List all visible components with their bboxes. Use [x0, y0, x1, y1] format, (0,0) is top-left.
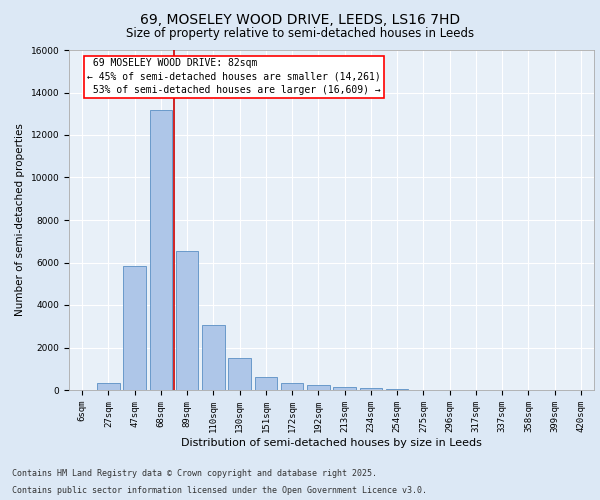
Text: Contains public sector information licensed under the Open Government Licence v3: Contains public sector information licen… — [12, 486, 427, 495]
Bar — [360, 388, 382, 390]
Bar — [255, 377, 277, 390]
Bar — [281, 383, 303, 390]
Bar — [386, 388, 408, 390]
Text: 69 MOSELEY WOOD DRIVE: 82sqm
← 45% of semi-detached houses are smaller (14,261)
: 69 MOSELEY WOOD DRIVE: 82sqm ← 45% of se… — [87, 58, 380, 95]
Text: Size of property relative to semi-detached houses in Leeds: Size of property relative to semi-detach… — [126, 28, 474, 40]
Bar — [334, 387, 356, 390]
Text: 69, MOSELEY WOOD DRIVE, LEEDS, LS16 7HD: 69, MOSELEY WOOD DRIVE, LEEDS, LS16 7HD — [140, 12, 460, 26]
Bar — [124, 266, 146, 390]
Bar — [150, 110, 172, 390]
Bar — [176, 251, 198, 390]
Text: Contains HM Land Registry data © Crown copyright and database right 2025.: Contains HM Land Registry data © Crown c… — [12, 468, 377, 477]
Bar — [202, 325, 224, 390]
Y-axis label: Number of semi-detached properties: Number of semi-detached properties — [15, 124, 25, 316]
Bar — [97, 383, 119, 390]
Bar — [229, 358, 251, 390]
Bar — [307, 385, 329, 390]
X-axis label: Distribution of semi-detached houses by size in Leeds: Distribution of semi-detached houses by … — [181, 438, 482, 448]
